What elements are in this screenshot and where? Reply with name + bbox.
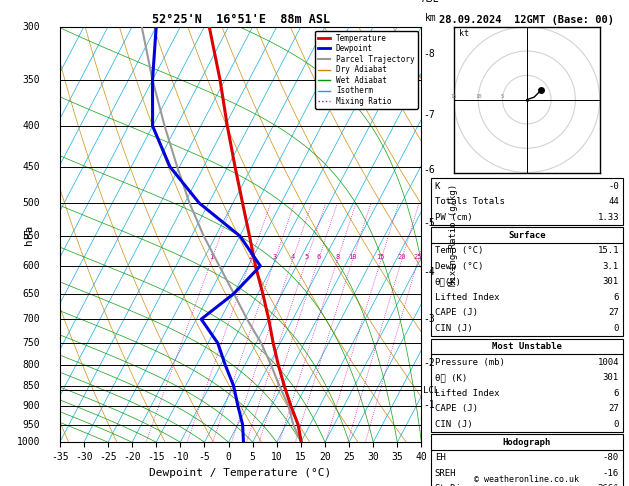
Text: Most Unstable: Most Unstable <box>492 342 562 351</box>
Text: 301: 301 <box>603 373 619 382</box>
Text: 400: 400 <box>22 121 40 131</box>
Text: K: K <box>435 182 440 191</box>
Text: θᴇ(K): θᴇ(K) <box>435 278 462 286</box>
Text: 2: 2 <box>248 254 253 260</box>
Text: 8: 8 <box>335 254 340 260</box>
Text: 500: 500 <box>22 198 40 208</box>
Text: 0: 0 <box>613 324 619 333</box>
Text: 800: 800 <box>22 360 40 370</box>
Text: 266°: 266° <box>598 485 619 486</box>
Text: 27: 27 <box>608 309 619 317</box>
Text: -4: -4 <box>423 267 435 277</box>
Text: PW (cm): PW (cm) <box>435 213 472 222</box>
Text: 6: 6 <box>613 293 619 302</box>
Text: Surface: Surface <box>508 231 545 240</box>
Text: 550: 550 <box>22 231 40 241</box>
Text: -80: -80 <box>603 453 619 462</box>
Text: SREH: SREH <box>435 469 456 478</box>
Text: © weatheronline.co.uk: © weatheronline.co.uk <box>474 474 579 484</box>
Text: Dewp (°C): Dewp (°C) <box>435 262 483 271</box>
Text: 1.33: 1.33 <box>598 213 619 222</box>
Text: Hodograph: Hodograph <box>503 438 551 447</box>
Text: CAPE (J): CAPE (J) <box>435 309 477 317</box>
Text: 450: 450 <box>22 162 40 172</box>
Text: 350: 350 <box>22 75 40 85</box>
Text: CIN (J): CIN (J) <box>435 324 472 333</box>
Text: Mixing Ratio (g/kg): Mixing Ratio (g/kg) <box>450 183 459 286</box>
Text: 900: 900 <box>22 401 40 411</box>
Text: -6: -6 <box>423 165 435 175</box>
Text: θᴇ (K): θᴇ (K) <box>435 373 467 382</box>
Text: LCL: LCL <box>423 386 440 395</box>
Text: 25: 25 <box>414 254 423 260</box>
Text: -7: -7 <box>423 110 435 120</box>
Legend: Temperature, Dewpoint, Parcel Trajectory, Dry Adiabat, Wet Adiabat, Isotherm, Mi: Temperature, Dewpoint, Parcel Trajectory… <box>315 31 418 109</box>
Text: 10: 10 <box>348 254 357 260</box>
Text: 1: 1 <box>209 254 214 260</box>
Text: 950: 950 <box>22 419 40 430</box>
Text: StmDir: StmDir <box>435 485 467 486</box>
Text: -8: -8 <box>423 50 435 59</box>
Text: km: km <box>425 13 437 22</box>
Text: 44: 44 <box>608 197 619 206</box>
Text: Pressure (mb): Pressure (mb) <box>435 358 504 366</box>
Text: 6: 6 <box>613 389 619 398</box>
Text: 3: 3 <box>272 254 277 260</box>
Text: -0: -0 <box>608 182 619 191</box>
Text: 27: 27 <box>608 404 619 413</box>
Text: 300: 300 <box>22 22 40 32</box>
Text: CAPE (J): CAPE (J) <box>435 404 477 413</box>
Text: 600: 600 <box>22 261 40 271</box>
Text: 700: 700 <box>22 314 40 324</box>
Text: 28.09.2024  12GMT (Base: 00): 28.09.2024 12GMT (Base: 00) <box>439 15 615 25</box>
Text: 15: 15 <box>450 94 457 99</box>
Text: -5: -5 <box>423 218 435 228</box>
Text: 5: 5 <box>501 94 504 99</box>
Text: -1: -1 <box>423 400 435 410</box>
Text: Temp (°C): Temp (°C) <box>435 246 483 255</box>
Text: 850: 850 <box>22 381 40 391</box>
Text: Totals Totals: Totals Totals <box>435 197 504 206</box>
Text: Lifted Index: Lifted Index <box>435 293 499 302</box>
Text: 20: 20 <box>398 254 406 260</box>
Text: 6: 6 <box>316 254 320 260</box>
Text: 301: 301 <box>603 278 619 286</box>
Text: 3.1: 3.1 <box>603 262 619 271</box>
Text: Lifted Index: Lifted Index <box>435 389 499 398</box>
Text: 4: 4 <box>290 254 294 260</box>
Text: 15.1: 15.1 <box>598 246 619 255</box>
X-axis label: Dewpoint / Temperature (°C): Dewpoint / Temperature (°C) <box>150 468 331 478</box>
Text: 1000: 1000 <box>16 437 40 447</box>
Text: hPa: hPa <box>24 225 34 244</box>
Text: 0: 0 <box>613 420 619 429</box>
Text: -3: -3 <box>423 314 435 324</box>
Text: ASL: ASL <box>421 0 439 4</box>
Text: 1004: 1004 <box>598 358 619 366</box>
Text: kt: kt <box>459 30 469 38</box>
Text: 15: 15 <box>377 254 385 260</box>
Title: 52°25'N  16°51'E  88m ASL: 52°25'N 16°51'E 88m ASL <box>152 13 330 26</box>
Text: 750: 750 <box>22 338 40 348</box>
Text: EH: EH <box>435 453 445 462</box>
Text: 650: 650 <box>22 289 40 298</box>
Text: 10: 10 <box>475 94 481 99</box>
Text: CIN (J): CIN (J) <box>435 420 472 429</box>
Text: 5: 5 <box>304 254 309 260</box>
Text: -2: -2 <box>423 358 435 368</box>
Text: -16: -16 <box>603 469 619 478</box>
